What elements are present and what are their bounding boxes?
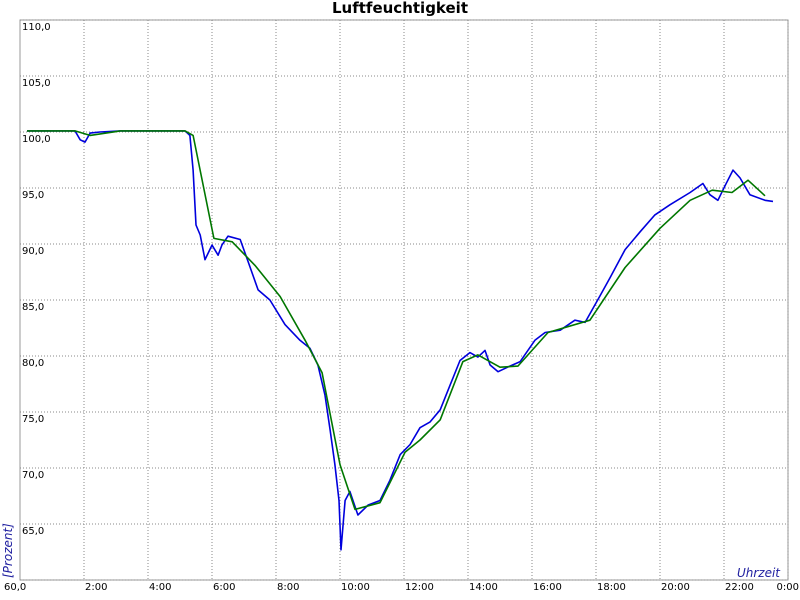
y-tick-label: 100,0 (22, 134, 51, 145)
y-tick-label: 60,0 (4, 582, 26, 593)
x-tick-label: 14:00 (469, 582, 498, 593)
x-tick-label: 4:00 (149, 582, 171, 593)
y-tick-label: 75,0 (22, 414, 44, 425)
x-tick-label: 20:00 (661, 582, 690, 593)
x-tick-label: 12:00 (405, 582, 434, 593)
y-tick-label: 80,0 (22, 358, 44, 369)
y-tick-label: 105,0 (22, 78, 51, 89)
x-tick-label: 16:00 (533, 582, 562, 593)
x-tick-label: 2:00 (85, 582, 107, 593)
x-tick-label: 10:00 (341, 582, 370, 593)
y-tick-label: 85,0 (22, 302, 44, 313)
data-line (27, 130, 774, 551)
x-tick-label: 18:00 (597, 582, 626, 593)
x-axis-label: Uhrzeit (737, 566, 781, 580)
x-tick-label: 22:00 (725, 582, 754, 593)
y-tick-label: 90,0 (22, 246, 44, 257)
data-line (27, 130, 766, 511)
y-tick-label: 110,0 (22, 22, 51, 33)
x-tick-label: 0:00 (777, 582, 799, 593)
x-tick-label: 8:00 (277, 582, 299, 593)
chart-title: Luftfeuchtigkeit (332, 0, 468, 17)
y-axis-label: [Prozent] (1, 523, 15, 578)
y-tick-label: 65,0 (22, 526, 44, 537)
y-tick-label: 95,0 (22, 190, 44, 201)
x-tick-label: 6:00 (213, 582, 235, 593)
y-tick-label: 70,0 (22, 470, 44, 481)
